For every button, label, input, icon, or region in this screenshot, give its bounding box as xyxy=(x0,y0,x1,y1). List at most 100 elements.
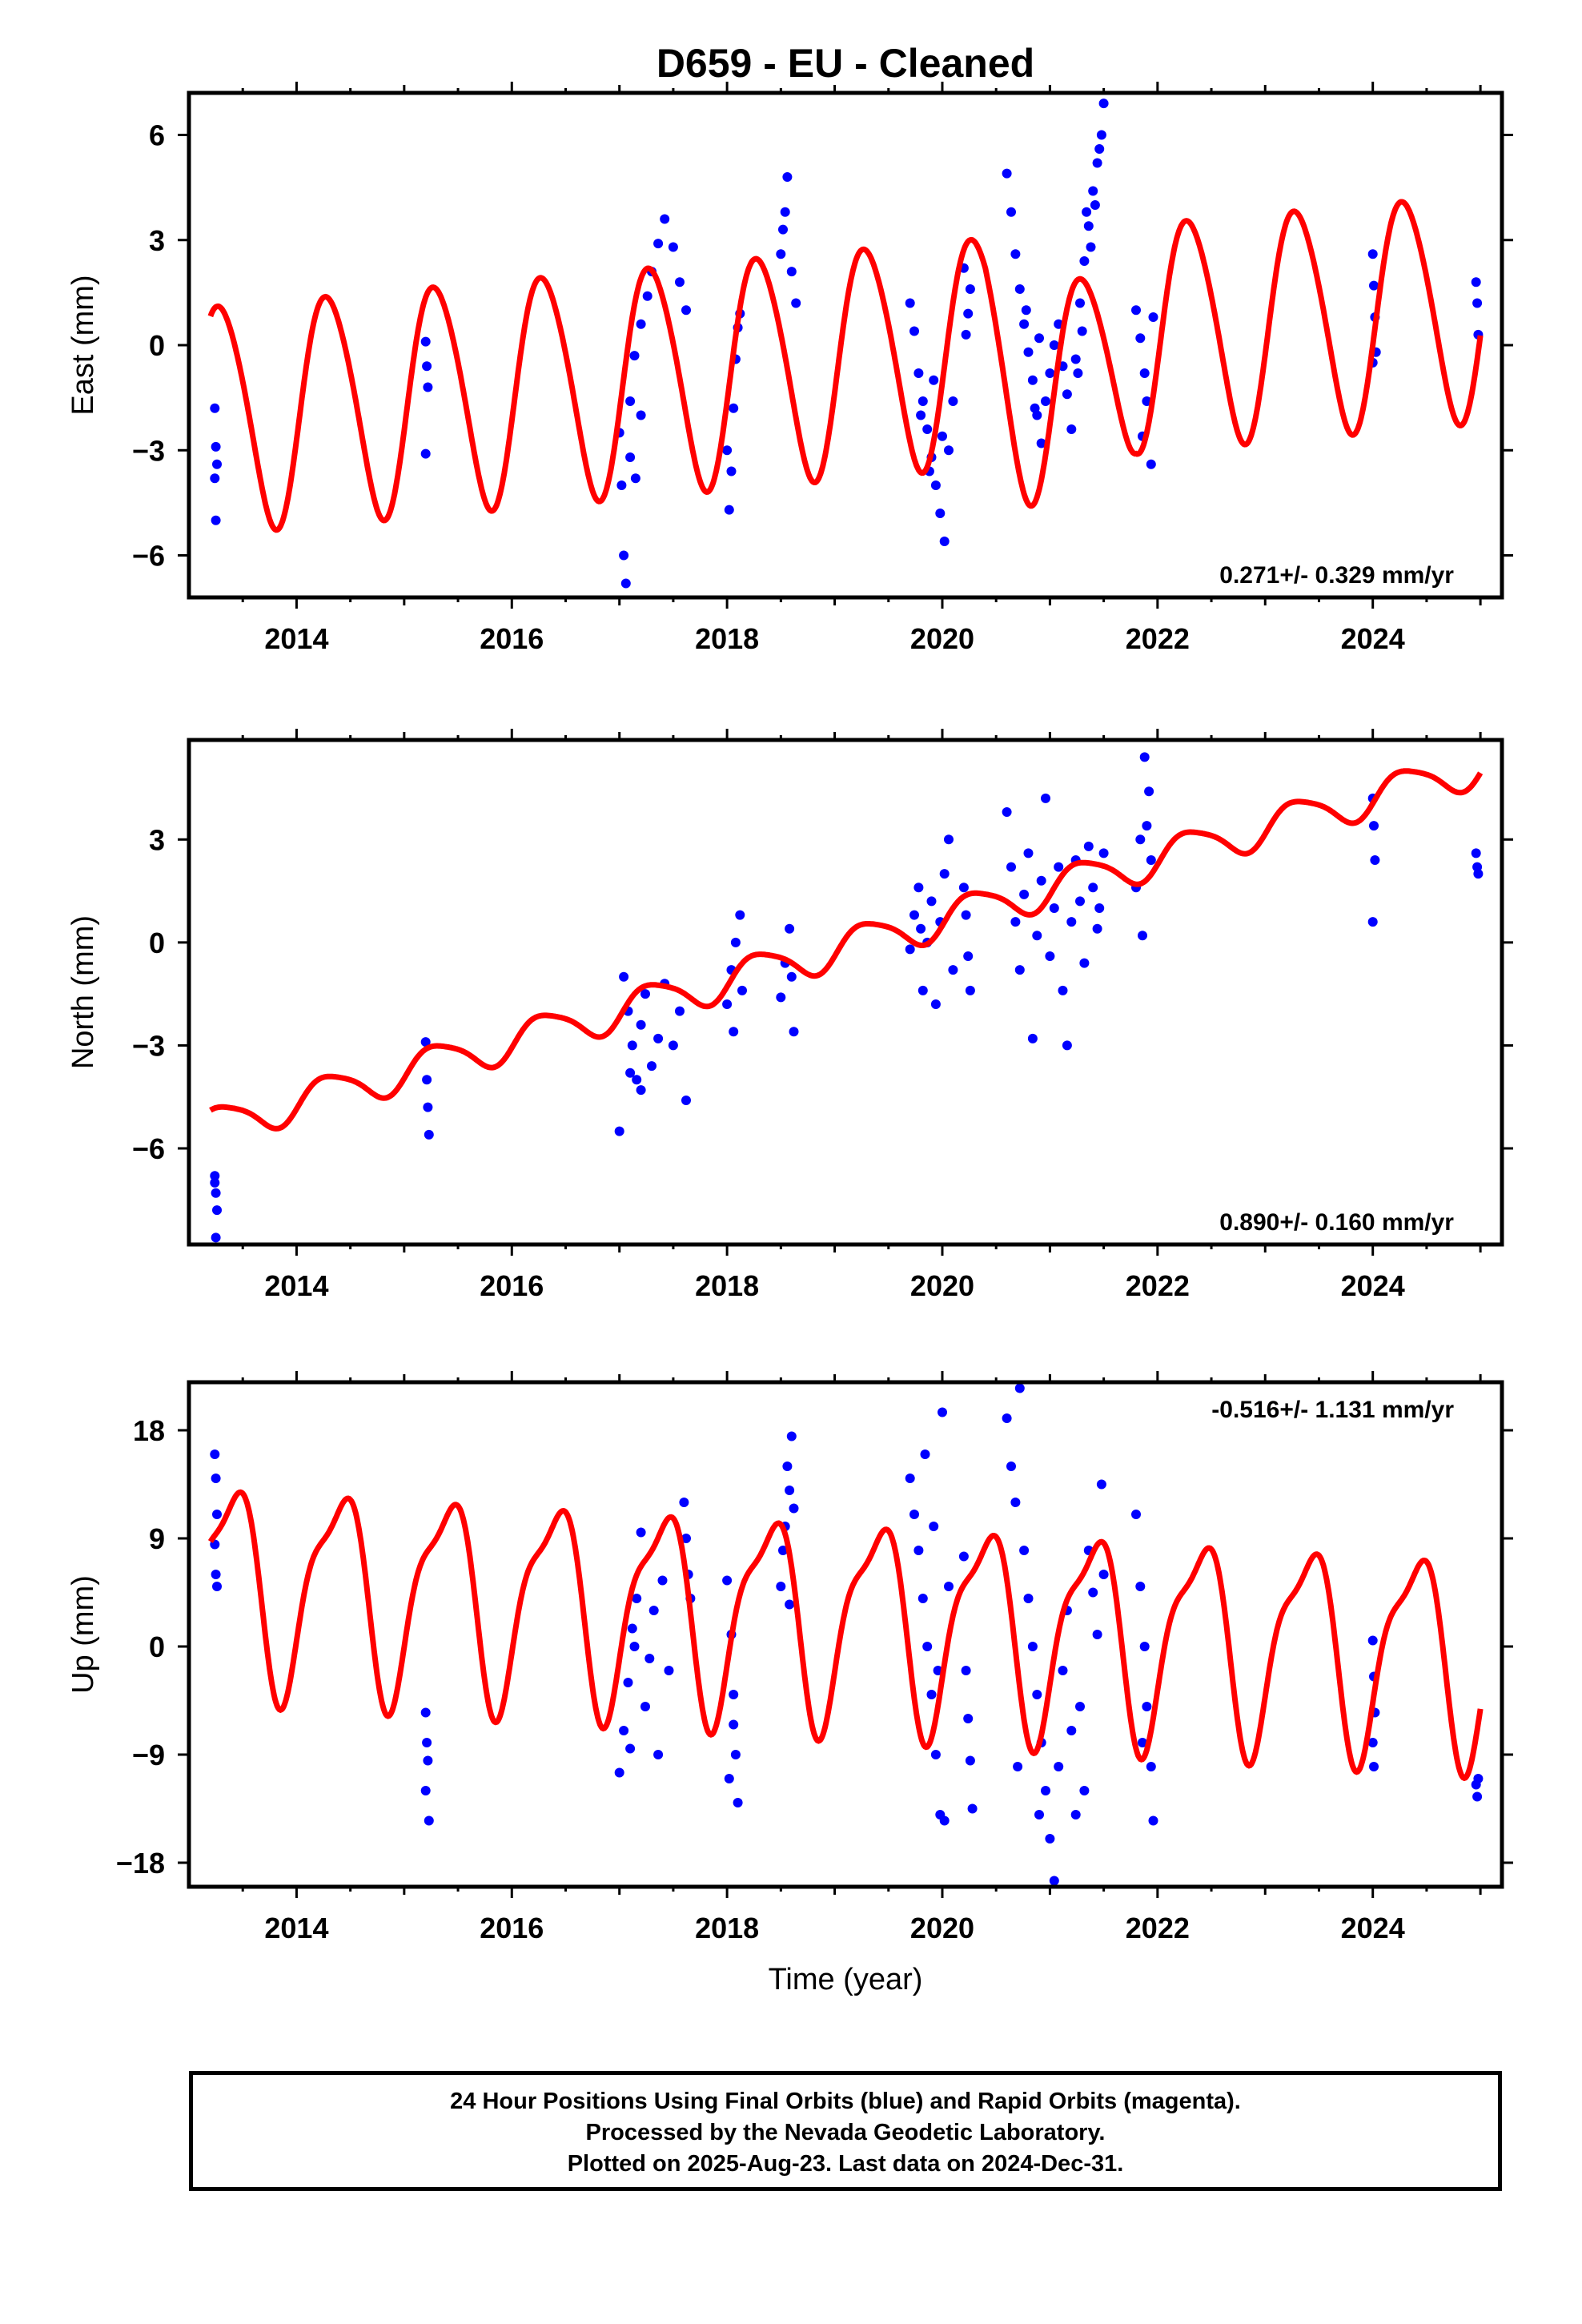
model-curve xyxy=(207,199,1484,533)
data-point xyxy=(211,515,221,525)
data-point xyxy=(776,992,786,1003)
data-point xyxy=(1062,389,1072,400)
x-tick-label: 2022 xyxy=(1126,622,1190,655)
data-point xyxy=(657,1575,668,1586)
data-point xyxy=(730,1750,741,1759)
data-point xyxy=(1027,1642,1038,1651)
data-point xyxy=(1079,958,1090,968)
data-point xyxy=(791,298,801,308)
data-point xyxy=(944,1582,954,1591)
y-tick-label: 3 xyxy=(149,823,165,856)
data-point xyxy=(1070,354,1081,364)
data-point xyxy=(1019,319,1030,329)
data-point xyxy=(1367,249,1378,259)
data-point xyxy=(1139,1642,1150,1651)
data-point xyxy=(1027,375,1038,385)
data-point xyxy=(1367,917,1378,927)
data-point xyxy=(905,944,915,955)
data-point xyxy=(1058,1666,1068,1675)
data-point xyxy=(625,1068,636,1078)
x-tick-label: 2016 xyxy=(480,1269,544,1302)
data-point xyxy=(1139,368,1150,378)
data-point xyxy=(786,1431,797,1441)
data-point xyxy=(722,999,733,1009)
data-point xyxy=(636,1527,646,1538)
data-point xyxy=(1367,1635,1378,1646)
data-point xyxy=(1369,821,1379,831)
data-point xyxy=(917,1594,928,1603)
data-point xyxy=(1138,931,1147,941)
data-point xyxy=(1049,903,1059,913)
data-point xyxy=(212,1510,222,1519)
data-point xyxy=(944,834,954,845)
footer-box: 24 Hour Positions Using Final Orbits (bl… xyxy=(189,2071,1502,2191)
data-point xyxy=(1092,158,1102,168)
x-tick-label: 2016 xyxy=(480,622,544,655)
data-point xyxy=(724,1774,734,1783)
data-point xyxy=(926,1690,937,1699)
data-point xyxy=(1092,923,1102,934)
data-point xyxy=(1092,1630,1102,1639)
data-point xyxy=(939,1815,950,1826)
data-point xyxy=(963,308,974,319)
data-point xyxy=(647,1061,656,1072)
data-point xyxy=(210,403,220,413)
data-point xyxy=(938,431,947,441)
data-point xyxy=(913,883,924,893)
y-tick-label: −6 xyxy=(132,540,165,573)
y-tick-label: −6 xyxy=(132,1132,165,1165)
y-tick-label: 9 xyxy=(149,1522,165,1555)
x-tick-label: 2014 xyxy=(264,1269,328,1302)
data-point xyxy=(422,1075,432,1085)
data-point xyxy=(917,396,928,406)
data-point xyxy=(423,1755,433,1766)
data-point xyxy=(939,869,950,879)
chart-title: D659 - EU - Cleaned xyxy=(656,41,1034,86)
data-point xyxy=(1079,256,1090,266)
data-point xyxy=(1010,249,1021,259)
data-point xyxy=(619,550,629,561)
data-point xyxy=(958,1551,969,1562)
data-point xyxy=(1142,821,1152,831)
data-point xyxy=(212,1582,222,1591)
panel-3: 2014 2016 2018 2020 2022 2024 −18 −9 0 9 18 Up (mm)… xyxy=(66,1371,1513,1996)
x-tick-label: 2020 xyxy=(910,1269,974,1302)
data-point xyxy=(1049,340,1059,350)
data-point xyxy=(1135,834,1146,845)
data-point xyxy=(916,923,926,934)
data-point xyxy=(786,971,797,982)
data-point xyxy=(642,291,652,301)
data-point xyxy=(420,1707,431,1718)
data-point xyxy=(1006,862,1016,872)
data-point xyxy=(909,326,919,336)
data-point xyxy=(726,466,737,476)
y-tick-label: −18 xyxy=(116,1847,165,1880)
data-point xyxy=(967,1803,978,1814)
data-point xyxy=(211,1570,221,1579)
data-point xyxy=(733,1798,743,1807)
data-point xyxy=(926,896,937,907)
footer-line-2: Processed by the Nevada Geodetic Laborat… xyxy=(585,2120,1106,2145)
data-point xyxy=(1002,1413,1012,1423)
data-point xyxy=(1146,1762,1156,1771)
data-point xyxy=(614,1767,624,1778)
data-point xyxy=(1054,862,1064,872)
y-tick-label: 0 xyxy=(149,1630,165,1663)
data-point xyxy=(1083,841,1094,851)
data-points xyxy=(210,1383,1484,1886)
y-axis-label: North (mm) xyxy=(66,915,100,1069)
data-point xyxy=(1094,144,1105,154)
data-point xyxy=(1062,1040,1072,1051)
data-point xyxy=(1045,368,1055,378)
data-point xyxy=(1077,326,1087,336)
data-point xyxy=(211,1474,221,1483)
data-point xyxy=(965,1755,975,1766)
data-point xyxy=(653,1033,664,1043)
data-point xyxy=(619,971,629,982)
data-point xyxy=(963,1714,974,1723)
y-tick-label: 6 xyxy=(149,119,165,152)
x-tick-label: 2020 xyxy=(910,622,974,655)
y-axis-label: Up (mm) xyxy=(66,1575,100,1694)
data-point xyxy=(1023,347,1034,357)
